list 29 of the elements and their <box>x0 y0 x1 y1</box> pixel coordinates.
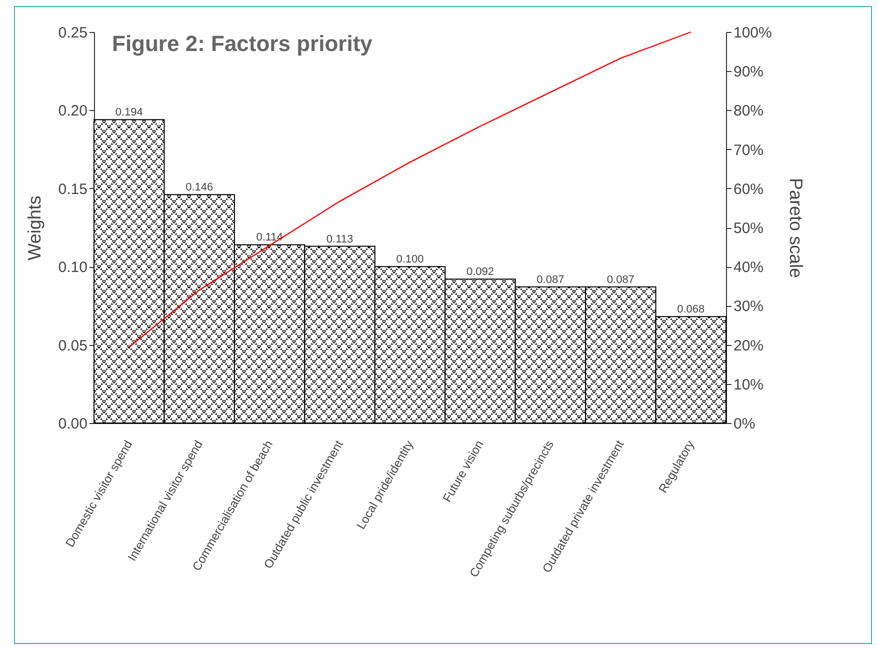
y2-tick-label: 30% <box>734 298 764 316</box>
data-label: 0.068 <box>677 304 705 316</box>
data-label: 0.092 <box>466 266 494 278</box>
y-tick-label: 0.25 <box>58 24 88 42</box>
y2-tick-label: 100% <box>734 24 772 42</box>
data-label: 0.114 <box>256 232 283 244</box>
data-label: 0.087 <box>536 274 564 286</box>
y2-tick-label: 0% <box>734 416 756 432</box>
data-label: 0.100 <box>396 254 424 266</box>
y2-tick-label: 10% <box>734 376 764 394</box>
chart-title: Figure 2: Factors priority <box>112 31 374 56</box>
y-tick-label: 0.05 <box>58 337 88 354</box>
y-tick-label: 0.10 <box>58 259 88 276</box>
y2-tick-label: 40% <box>734 259 764 276</box>
y-axis-title: Weights <box>24 196 44 260</box>
y2-tick-label: 80% <box>734 102 764 120</box>
y2-tick-label: 70% <box>734 142 764 159</box>
data-label: 0.146 <box>186 182 214 194</box>
data-label: 0.194 <box>115 106 143 119</box>
y-tick-label: 0.00 <box>58 416 88 432</box>
data-label: 0.087 <box>606 274 634 286</box>
y2-axis-title: Pareto scale <box>786 178 806 278</box>
y2-tick-label: 60% <box>734 180 764 198</box>
y-tick-label: 0.20 <box>58 102 88 120</box>
y2-tick-label: 20% <box>734 337 764 354</box>
y2-tick-label: 90% <box>734 64 764 81</box>
data-label: 0.113 <box>326 233 354 246</box>
y-tick-label: 0.15 <box>58 180 88 198</box>
y2-tick-label: 50% <box>734 220 764 237</box>
